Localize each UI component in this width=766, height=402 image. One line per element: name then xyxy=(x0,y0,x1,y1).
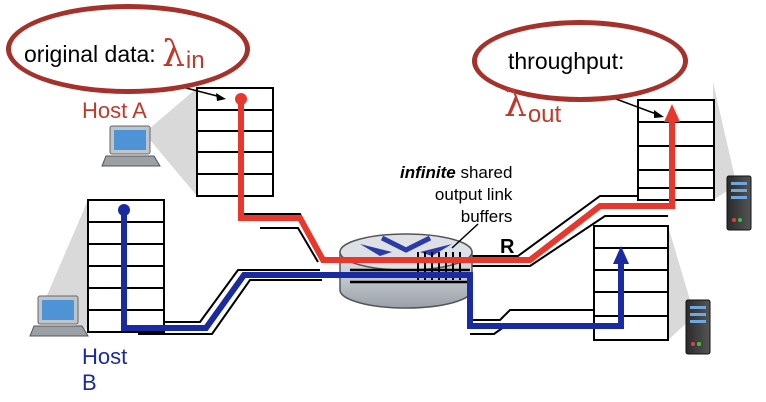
zoom-shade-host-a xyxy=(150,88,197,196)
lambda-out-symbol: λ xyxy=(504,84,527,125)
zoom-shade-server-2 xyxy=(668,226,690,340)
throughput-text: throughput: xyxy=(508,48,625,74)
lambda-in-symbol: λ xyxy=(162,34,185,75)
buffers-pointer xyxy=(451,223,479,249)
infinite-buffers-annotation: infinite shared output link buffers xyxy=(400,162,512,228)
host-b-label-line2: B xyxy=(82,370,97,395)
router-icon xyxy=(339,233,473,309)
host-b-flow-path xyxy=(121,210,624,331)
buffer-table-host-a xyxy=(196,87,274,197)
zoom-shade-server-1 xyxy=(713,82,735,200)
lambda-in-pointer xyxy=(185,87,222,98)
buffer-table-server-1 xyxy=(637,99,715,201)
server-icon xyxy=(726,175,752,231)
lambda-in-pointer-head xyxy=(216,93,226,101)
shared-text: shared xyxy=(455,163,513,182)
infinite-text: infinite xyxy=(400,163,456,182)
host-b-flow-start xyxy=(118,204,130,216)
laptop-icon xyxy=(29,295,89,337)
lambda-in-subscript: in xyxy=(185,47,205,74)
lambda-in-callout xyxy=(6,4,250,94)
laptop-icon xyxy=(101,125,161,167)
host-a-flow-arrowhead xyxy=(664,104,680,122)
output-link-text: output link xyxy=(434,185,513,204)
host-b-label-line1: Host xyxy=(82,344,128,369)
output-link-rate-label: R xyxy=(500,236,515,258)
lambda-out-subscript: out xyxy=(527,101,562,128)
original-data-text: original data: xyxy=(24,41,156,67)
host-a-label: Host A xyxy=(82,98,147,123)
host-b-flow-arrowhead xyxy=(613,246,629,264)
host-a-flow-path xyxy=(238,99,675,263)
lambda-out-pointer-head xyxy=(654,110,664,118)
server-icon xyxy=(685,299,711,355)
throughput-callout xyxy=(472,20,688,102)
lambda-in-label: original data: λin xyxy=(24,30,205,75)
lambda-out-label: λout xyxy=(504,84,562,128)
host-a-flow-start xyxy=(235,93,247,105)
buffers-text: buffers xyxy=(460,207,513,226)
buffer-table-server-2 xyxy=(593,225,669,341)
